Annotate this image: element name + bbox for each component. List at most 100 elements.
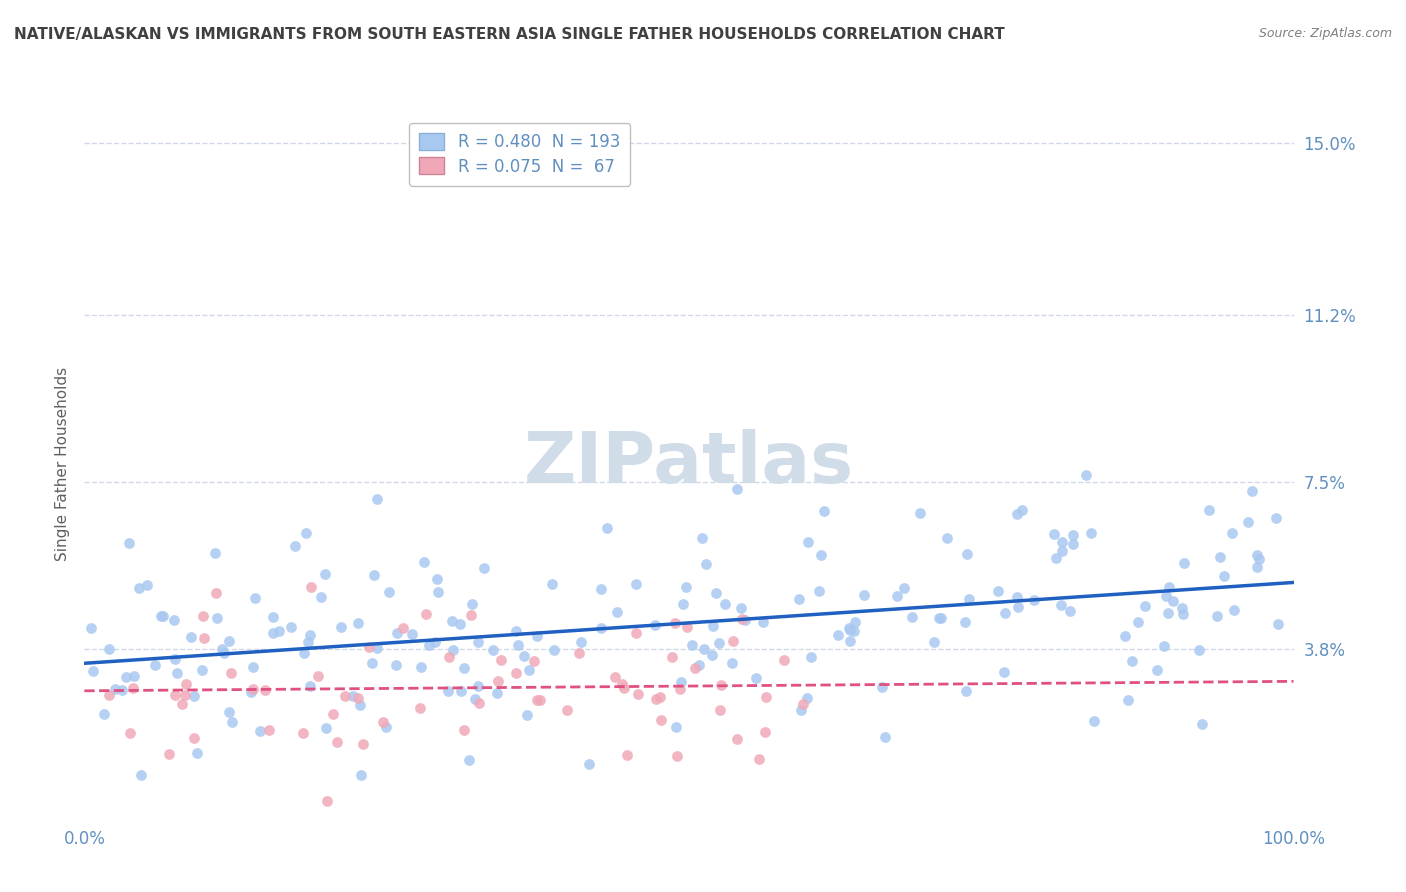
Point bbox=[744, 671, 766, 685]
Point bbox=[464, 691, 486, 706]
Point bbox=[624, 626, 647, 640]
Point bbox=[1062, 537, 1084, 551]
Point bbox=[191, 663, 214, 677]
Point bbox=[730, 601, 752, 615]
Point bbox=[681, 639, 703, 653]
Point bbox=[204, 546, 226, 560]
Point bbox=[284, 540, 307, 554]
Point bbox=[800, 649, 823, 664]
Point bbox=[425, 573, 447, 587]
Point bbox=[1050, 535, 1073, 549]
Point bbox=[650, 713, 672, 727]
Point bbox=[350, 768, 373, 782]
Point bbox=[481, 642, 503, 657]
Point bbox=[128, 581, 150, 595]
Point bbox=[955, 684, 977, 698]
Point bbox=[1062, 528, 1084, 542]
Point bbox=[595, 521, 617, 535]
Point bbox=[330, 620, 353, 634]
Point bbox=[569, 635, 592, 649]
Point bbox=[676, 619, 699, 633]
Point bbox=[82, 664, 104, 678]
Point bbox=[423, 635, 446, 649]
Point bbox=[702, 618, 724, 632]
Point bbox=[333, 690, 356, 704]
Point bbox=[1265, 511, 1288, 525]
Point bbox=[120, 726, 142, 740]
Text: Source: ZipAtlas.com: Source: ZipAtlas.com bbox=[1258, 27, 1392, 40]
Point bbox=[1209, 550, 1232, 565]
Point bbox=[249, 724, 271, 739]
Point bbox=[1267, 617, 1289, 632]
Point bbox=[280, 620, 302, 634]
Point bbox=[129, 768, 152, 782]
Point bbox=[526, 692, 548, 706]
Point bbox=[299, 580, 322, 594]
Point bbox=[441, 643, 464, 657]
Point bbox=[924, 635, 946, 649]
Point bbox=[347, 615, 370, 630]
Point bbox=[1213, 569, 1236, 583]
Point bbox=[191, 609, 214, 624]
Point bbox=[1161, 593, 1184, 607]
Point bbox=[489, 653, 512, 667]
Point bbox=[298, 679, 321, 693]
Point bbox=[543, 643, 565, 657]
Point bbox=[665, 749, 688, 764]
Point bbox=[1045, 550, 1067, 565]
Y-axis label: Single Father Households: Single Father Households bbox=[55, 367, 70, 561]
Point bbox=[1007, 599, 1029, 614]
Point bbox=[994, 606, 1017, 620]
Point bbox=[707, 635, 730, 649]
Point bbox=[695, 558, 717, 572]
Point bbox=[644, 618, 666, 632]
Point bbox=[441, 614, 464, 628]
Point bbox=[1223, 603, 1246, 617]
Point bbox=[1159, 580, 1181, 594]
Point bbox=[360, 657, 382, 671]
Point bbox=[853, 588, 876, 602]
Point bbox=[706, 586, 728, 600]
Point bbox=[485, 686, 508, 700]
Point bbox=[437, 684, 460, 698]
Point bbox=[385, 657, 408, 672]
Point bbox=[842, 624, 865, 639]
Point bbox=[650, 690, 672, 705]
Point bbox=[104, 682, 127, 697]
Point bbox=[505, 624, 527, 639]
Point bbox=[1153, 639, 1175, 653]
Point bbox=[734, 613, 756, 627]
Point bbox=[366, 491, 388, 506]
Point bbox=[661, 649, 683, 664]
Text: NATIVE/ALASKAN VS IMMIGRANTS FROM SOUTH EASTERN ASIA SINGLE FATHER HOUSEHOLDS CO: NATIVE/ALASKAN VS IMMIGRANTS FROM SOUTH … bbox=[14, 27, 1005, 42]
Point bbox=[987, 584, 1010, 599]
Point bbox=[541, 576, 564, 591]
Point bbox=[163, 689, 186, 703]
Point bbox=[789, 703, 811, 717]
Point bbox=[359, 640, 381, 654]
Point bbox=[523, 654, 546, 668]
Point bbox=[700, 648, 723, 663]
Point bbox=[349, 698, 371, 712]
Point bbox=[211, 641, 233, 656]
Point bbox=[253, 682, 276, 697]
Point bbox=[218, 705, 240, 719]
Point bbox=[797, 535, 820, 549]
Point bbox=[692, 642, 714, 657]
Point bbox=[205, 586, 228, 600]
Point bbox=[935, 531, 957, 545]
Point bbox=[409, 700, 432, 714]
Point bbox=[467, 679, 489, 693]
Point bbox=[453, 723, 475, 738]
Point bbox=[838, 621, 860, 635]
Point bbox=[180, 631, 202, 645]
Point bbox=[450, 684, 472, 698]
Point bbox=[214, 646, 236, 660]
Point bbox=[725, 732, 748, 747]
Point bbox=[314, 566, 336, 581]
Point bbox=[872, 680, 894, 694]
Point bbox=[669, 681, 692, 696]
Point bbox=[1220, 526, 1243, 541]
Point bbox=[578, 757, 600, 772]
Point bbox=[111, 683, 134, 698]
